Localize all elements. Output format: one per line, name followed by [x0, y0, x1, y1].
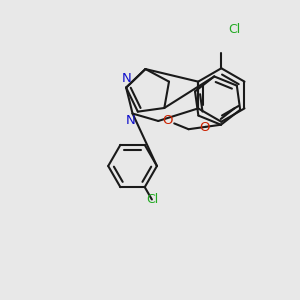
- Text: O: O: [162, 115, 172, 128]
- Text: Cl: Cl: [228, 22, 240, 36]
- Text: N: N: [126, 114, 135, 127]
- Text: O: O: [199, 121, 209, 134]
- Text: N: N: [121, 72, 131, 85]
- Text: Cl: Cl: [146, 193, 158, 206]
